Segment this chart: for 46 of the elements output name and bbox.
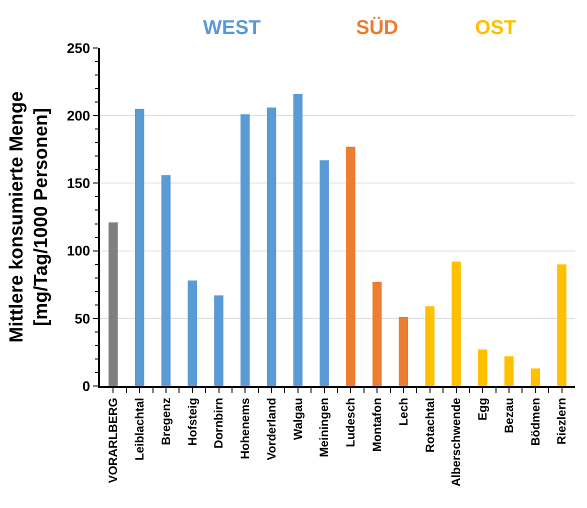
x-tick-label: Hohenems — [238, 397, 252, 460]
x-tick-label: Walgau — [290, 398, 305, 440]
x-tick-label: Dornbirn — [212, 398, 226, 448]
bar — [504, 356, 514, 386]
y-tick-label: 50 — [74, 310, 90, 326]
x-tick-label: Leiblachtal — [132, 398, 146, 460]
bar — [214, 295, 224, 386]
y-tick-label: 100 — [66, 242, 90, 259]
x-tick-label: Rotachtal — [422, 398, 437, 452]
x-tick-label: Bödmen — [528, 398, 542, 446]
bar — [530, 368, 540, 386]
bar — [346, 146, 356, 386]
x-tick-label: Alberschwende — [449, 397, 464, 487]
bar — [134, 108, 144, 386]
x-tick-label: Bezau — [502, 398, 516, 434]
x-tick-label: Montafon — [370, 398, 384, 452]
bar — [372, 282, 382, 386]
y-tick-label: 150 — [66, 175, 90, 192]
x-tick-label: Ludesch — [344, 398, 358, 448]
bar — [452, 262, 461, 386]
y-axis-title: Mittlere konsumierte Menge [mg/Tag/1000 Personen] — [6, 91, 52, 343]
bar — [108, 222, 118, 386]
bar — [478, 350, 488, 386]
bar — [425, 306, 434, 386]
bar — [398, 317, 408, 386]
bar — [557, 264, 566, 386]
x-tick-label: VORARLBERG — [106, 398, 120, 484]
x-tick-label: Hofsteig — [185, 398, 200, 446]
bar — [161, 175, 171, 386]
y-tick-label: 250 — [66, 40, 90, 56]
bar — [188, 280, 197, 386]
x-tick-label: Vorderland — [264, 398, 278, 460]
text: SÜD — [356, 16, 398, 39]
x-tick-label: Meiningen — [317, 398, 332, 458]
bar — [240, 114, 250, 386]
y-tick-label: 0 — [82, 378, 90, 394]
text: WEST — [203, 17, 261, 39]
x-tick-label: Bregenz — [158, 398, 173, 446]
text: OST — [475, 17, 516, 39]
y-tick-label: 200 — [66, 108, 90, 124]
bar — [293, 94, 303, 386]
x-tick-label: Riezlern — [554, 398, 569, 444]
bar — [266, 107, 276, 386]
bar — [320, 160, 329, 386]
x-tick-label: Lech — [396, 398, 410, 426]
x-tick-label: Egg — [476, 398, 490, 420]
